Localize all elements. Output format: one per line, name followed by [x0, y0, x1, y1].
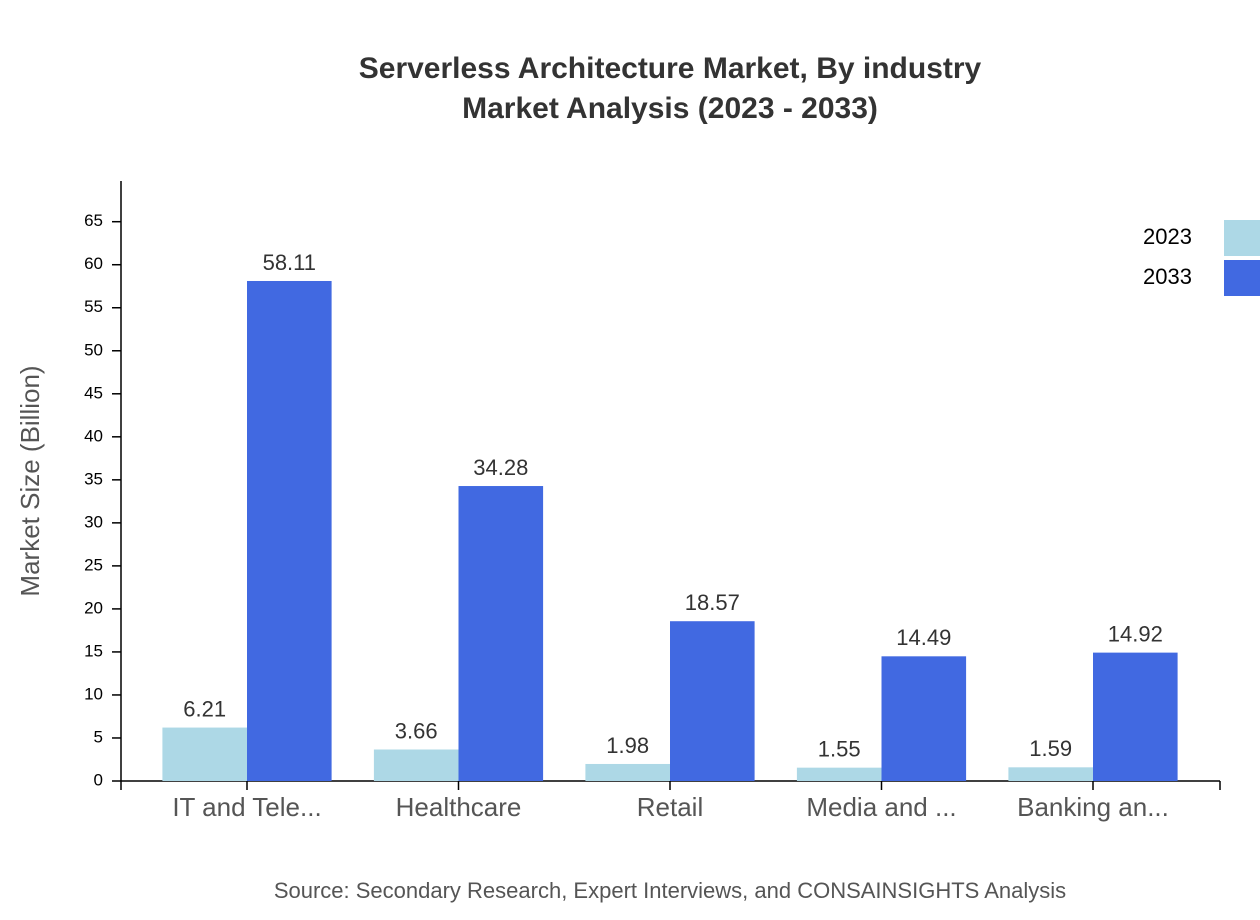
y-tick-label: 60	[84, 254, 103, 273]
bar	[458, 486, 544, 781]
bar	[585, 763, 670, 781]
y-tick-label: 15	[84, 641, 103, 660]
legend-label: 2033	[1143, 264, 1192, 289]
y-tick-label: 30	[84, 512, 103, 531]
bar	[162, 727, 247, 781]
legend-swatch	[1224, 260, 1260, 296]
value-label: 14.49	[896, 625, 951, 650]
bar	[247, 280, 332, 781]
y-tick-label: 10	[84, 684, 103, 703]
bar	[670, 621, 755, 781]
bar	[881, 656, 967, 781]
value-label: 58.11	[263, 250, 316, 275]
y-tick-label: 40	[84, 426, 103, 445]
x-tick-label: Banking an...	[1017, 792, 1169, 822]
source-note: Source: Secondary Research, Expert Inter…	[274, 878, 1066, 903]
x-tick-label: Healthcare	[396, 792, 522, 822]
value-label: 3.66	[395, 718, 438, 743]
chart-title: Serverless Architecture Market, By indus…	[359, 52, 982, 85]
y-tick-label: 25	[84, 555, 103, 574]
value-label: 18.57	[685, 590, 740, 615]
y-tick-label: 50	[84, 340, 103, 359]
value-label: 14.92	[1108, 621, 1163, 646]
value-label: 6.21	[183, 696, 226, 721]
value-label: 1.55	[818, 736, 861, 761]
bar	[796, 767, 882, 781]
y-tick-label: 5	[94, 727, 103, 746]
y-tick-label: 55	[84, 297, 103, 316]
value-label: 1.98	[606, 733, 649, 758]
value-label: 1.59	[1029, 736, 1072, 761]
y-tick-label: 20	[84, 598, 103, 617]
value-label: 34.28	[473, 455, 528, 480]
legend-label: 2023	[1143, 224, 1192, 249]
x-tick-label: IT and Tele...	[172, 792, 321, 822]
bar	[1093, 652, 1178, 781]
y-tick-label: 45	[84, 383, 103, 402]
x-tick-label: Retail	[637, 792, 703, 822]
bar	[1008, 767, 1093, 781]
bar	[373, 749, 459, 781]
y-tick-label: 0	[94, 770, 103, 789]
y-axis-label: Market Size (Billion)	[15, 365, 45, 596]
legend-swatch	[1224, 220, 1260, 256]
y-tick-label: 65	[84, 211, 103, 230]
y-tick-label: 35	[84, 469, 103, 488]
chart-subtitle: Market Analysis (2023 - 2033)	[462, 92, 878, 125]
x-tick-label: Media and ...	[806, 792, 956, 822]
